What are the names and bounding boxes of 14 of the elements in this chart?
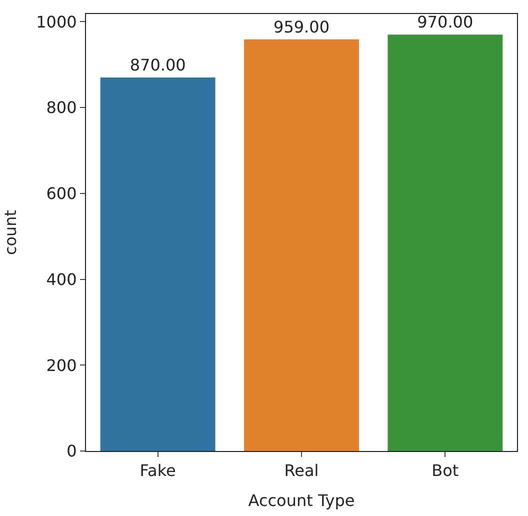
y-tick-label: 800 — [46, 98, 77, 118]
x-tick-label: Real — [284, 461, 319, 480]
y-tick-label: 600 — [46, 184, 77, 204]
data-label: 970.00 — [417, 12, 474, 32]
y-tick-label: 200 — [46, 356, 77, 375]
y-tick-label: 400 — [46, 270, 77, 289]
y-tick-label: 0 — [66, 442, 77, 461]
y-tick-label: 1000 — [36, 12, 77, 32]
x-axis-title: Account Type — [248, 490, 355, 510]
data-label: 870.00 — [130, 56, 186, 75]
x-tick-label: Fake — [140, 461, 176, 480]
data-label: 959.00 — [274, 17, 330, 36]
y-axis-title: count — [0, 210, 20, 256]
x-tick-label: Bot — [432, 461, 459, 480]
